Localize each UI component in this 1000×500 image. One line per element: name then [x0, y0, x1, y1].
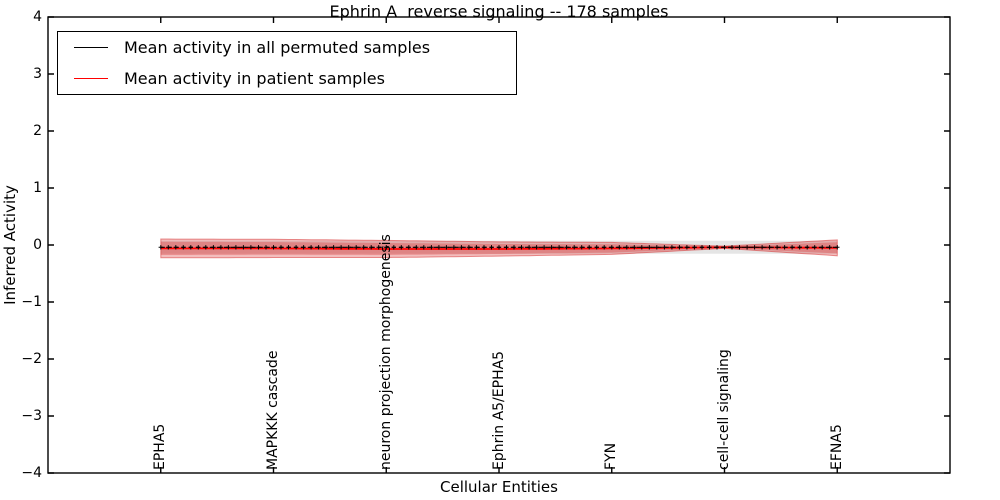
- x-tick-label: MAPKKK cascade: [265, 350, 281, 470]
- y-tick-label: −1: [21, 294, 42, 310]
- y-tick-label: −3: [21, 408, 42, 424]
- legend-item-patient: Mean activity in patient samples: [58, 64, 516, 94]
- legend-line-swatch-red: [74, 78, 108, 79]
- y-tick-label: −4: [21, 465, 42, 481]
- y-tick-label: 2: [33, 123, 42, 139]
- y-tick-label: −2: [21, 351, 42, 367]
- legend-label: Mean activity in patient samples: [124, 69, 385, 88]
- x-tick-label: FYN: [603, 442, 620, 470]
- x-tick-label: EFNA5: [828, 424, 845, 470]
- y-tick-label: 3: [33, 66, 42, 82]
- axis-ticks: [48, 16, 950, 474]
- legend: Mean activity in all permuted samples Me…: [57, 31, 517, 95]
- legend-label: Mean activity in all permuted samples: [124, 38, 431, 57]
- x-tick-label: cell-cell signaling: [716, 349, 732, 470]
- y-tick-label: 1: [33, 180, 42, 196]
- y-tick-label: 4: [33, 9, 42, 25]
- legend-line-swatch-black: [74, 47, 108, 48]
- permuted-plus-markers: [158, 245, 840, 250]
- x-tick-label: Ephrin A5/EPHA5: [490, 350, 507, 470]
- chart-title: Ephrin A reverse signaling -- 178 sample…: [329, 2, 669, 21]
- x-tick-label: EPHA5: [152, 423, 169, 470]
- x-tick-label: neuron projection morphogenesis: [377, 234, 394, 470]
- legend-item-permuted: Mean activity in all permuted samples: [58, 33, 516, 63]
- x-axis-label: Cellular Entities: [440, 478, 558, 496]
- y-tick-label: 0: [33, 237, 42, 253]
